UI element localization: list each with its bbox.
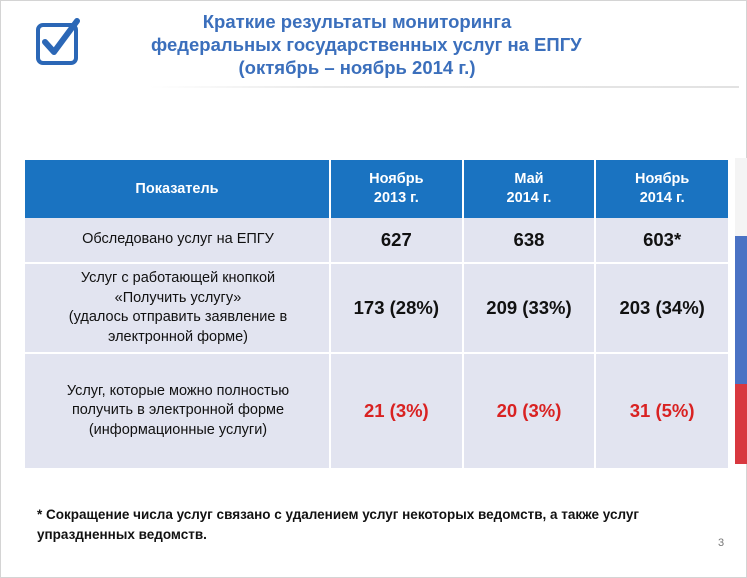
header-may-2014: Май 2014 г.	[462, 160, 597, 218]
cell-value: 203 (34%)	[595, 263, 728, 354]
table-row: Услуг с работающей кнопкой «Получить усл…	[25, 263, 728, 354]
row-label: Обследовано услуг на ЕПГУ	[25, 218, 331, 264]
table-row: Услуг, которые можно полностью получить …	[25, 353, 728, 470]
cell-value-highlight: 31 (5%)	[595, 353, 728, 470]
header-line: Ноябрь	[369, 171, 424, 187]
results-table: Показатель Ноябрь 2013 г. Май 2014 г. Но…	[25, 160, 728, 470]
header-line: Ноябрь	[634, 171, 690, 187]
russian-flag-stripe	[735, 158, 747, 464]
table-row: Обследовано услуг на ЕПГУ 627 638 603*	[25, 218, 728, 264]
table-header-row: Показатель Ноябрь 2013 г. Май 2014 г. Но…	[25, 160, 728, 218]
slide-title: Краткие результаты мониторинга федеральн…	[151, 10, 582, 79]
header-line: 2014 г.	[506, 190, 552, 206]
footnote: * Сокращение числа услуг связано с удале…	[37, 505, 727, 545]
label-line: Услуг, которые можно полностью	[66, 382, 290, 399]
title-line: федеральных государственных услуг на ЕПГ…	[151, 34, 582, 55]
cell-value: 638	[462, 218, 597, 264]
label-line: электронной форме)	[107, 328, 248, 345]
cell-value-highlight: 20 (3%)	[462, 353, 597, 470]
cell-value: 627	[330, 218, 464, 264]
label-line: Обследовано услуг на ЕПГУ	[82, 231, 274, 248]
page-number: 3	[718, 537, 725, 549]
label-line: Услуг с работающей кнопкой	[80, 270, 276, 286]
flag-blue-band	[735, 236, 747, 384]
header-nov-2013: Ноябрь 2013 г.	[330, 160, 464, 218]
header-nov-2014: Ноябрь 2014 г.	[595, 160, 728, 218]
cell-value: 173 (28%)	[330, 263, 464, 354]
header-line: Май	[514, 171, 544, 187]
header-line: 2013 г.	[373, 190, 419, 206]
header-divider	[149, 86, 739, 88]
checkbox-check-icon	[36, 18, 80, 65]
header-indicator: Показатель	[25, 160, 331, 218]
label-line: получить в электронной форме	[71, 402, 285, 419]
flag-red-band	[735, 384, 747, 464]
title-line: (октябрь – ноябрь 2014 г.)	[238, 57, 476, 78]
label-line: (удалось отправить заявление в	[68, 309, 288, 325]
row-label: Услуг, которые можно полностью получить …	[25, 353, 331, 470]
footnote-line: * Сокращение числа услуг связано с удале…	[37, 507, 640, 522]
cell-value: 603*	[595, 218, 728, 264]
label-line: (информационные услуги)	[88, 421, 268, 438]
title-line: Краткие результаты мониторинга	[202, 11, 512, 32]
cell-value: 209 (33%)	[462, 263, 597, 354]
cell-value-highlight: 21 (3%)	[330, 353, 464, 470]
header-line: 2014 г.	[639, 190, 685, 206]
row-label: Услуг с работающей кнопкой «Получить усл…	[25, 263, 331, 354]
label-line: «Получить услугу»	[114, 289, 242, 306]
flag-white-band	[735, 158, 747, 236]
footnote-line: упраздненных ведомств.	[37, 527, 207, 542]
